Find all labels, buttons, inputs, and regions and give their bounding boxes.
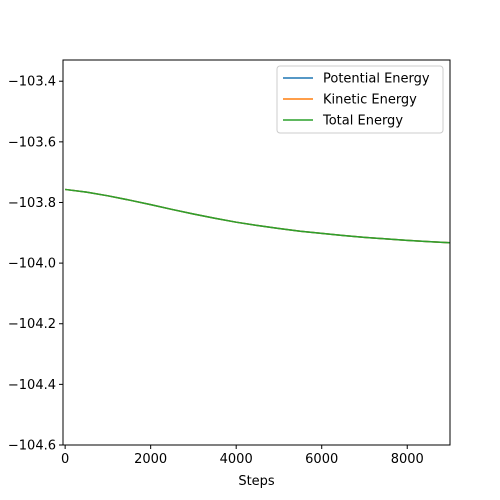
legend: Potential Energy Kinetic Energy Total Ener… — [276, 65, 444, 134]
y-tick-label: −103.8 — [8, 196, 56, 211]
x-axis-label: Steps — [238, 474, 275, 489]
y-tick-label: −104.4 — [8, 378, 56, 393]
y-tick-label: −103.6 — [8, 135, 56, 150]
x-tick-label: 8000 — [391, 452, 424, 467]
y-tick-label: −104.2 — [8, 317, 56, 332]
y-axis-ticks: −104.6 −104.4 −104.2 −104.0 −103.8 −103.6 −103… — [8, 75, 63, 454]
legend-label-2: Total Energy — [322, 114, 403, 129]
x-tick-label: 4000 — [220, 452, 253, 467]
series-line-0 — [65, 188, 451, 244]
axes-frame — [62, 59, 451, 446]
legend-label-0: Potential Energy — [323, 72, 430, 87]
plot-area — [65, 188, 451, 244]
x-axis-ticks: 0 2000 4000 6000 8000 — [61, 445, 424, 467]
x-tick-label: 2000 — [134, 452, 167, 467]
y-tick-label: −104.6 — [8, 439, 56, 454]
series-line-2 — [65, 188, 451, 244]
x-tick-label: 6000 — [305, 452, 338, 467]
x-tick-label: 0 — [61, 452, 69, 467]
y-tick-label: −103.4 — [8, 75, 56, 90]
legend-label-1: Kinetic Energy — [323, 93, 417, 108]
y-tick-label: −104.0 — [8, 257, 56, 272]
series-line-1 — [65, 188, 451, 244]
legend-box — [276, 65, 444, 134]
